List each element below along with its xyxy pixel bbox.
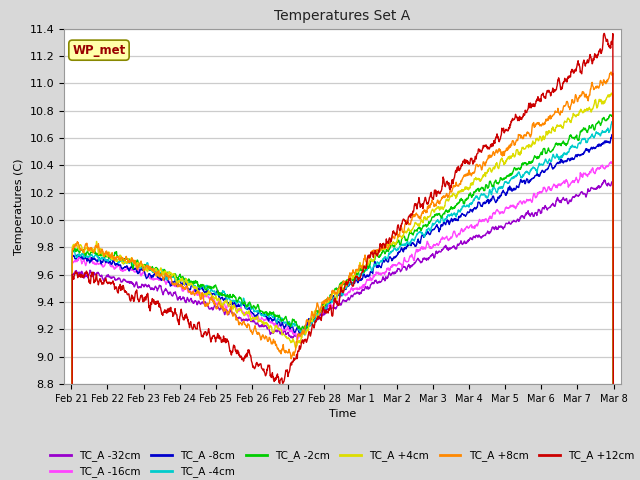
- TC_A +8cm: [376, 247, 384, 252]
- TC_A -4cm: [109, 255, 117, 261]
- TC_A +4cm: [376, 249, 384, 254]
- TC_A -4cm: [131, 259, 139, 264]
- TC_A -16cm: [109, 264, 117, 270]
- TC_A +8cm: [298, 330, 305, 336]
- TC_A -16cm: [308, 313, 316, 319]
- TC_A +12cm: [308, 321, 316, 327]
- TC_A -2cm: [376, 253, 384, 259]
- TC_A +8cm: [607, 69, 615, 75]
- TC_A +8cm: [109, 255, 117, 261]
- TC_A -2cm: [308, 318, 316, 324]
- TC_A +12cm: [131, 290, 139, 296]
- TC_A -8cm: [319, 303, 326, 309]
- TC_A -8cm: [376, 264, 384, 269]
- Legend: TC_A -32cm, TC_A -16cm, TC_A -8cm, TC_A -4cm, TC_A -2cm, TC_A +4cm, TC_A +8cm, T: TC_A -32cm, TC_A -16cm, TC_A -8cm, TC_A …: [46, 446, 639, 480]
- TC_A -16cm: [376, 270, 384, 276]
- TC_A +12cm: [298, 340, 305, 346]
- TC_A +4cm: [308, 316, 316, 322]
- TC_A -4cm: [376, 259, 384, 265]
- TC_A +4cm: [131, 262, 139, 267]
- X-axis label: Time: Time: [329, 409, 356, 419]
- TC_A -4cm: [308, 319, 316, 325]
- TC_A -4cm: [319, 306, 326, 312]
- TC_A -16cm: [319, 311, 326, 316]
- TC_A +4cm: [298, 334, 305, 340]
- TC_A +12cm: [376, 244, 384, 250]
- Line: TC_A -4cm: TC_A -4cm: [71, 121, 614, 480]
- Line: TC_A +8cm: TC_A +8cm: [71, 72, 614, 480]
- TC_A -32cm: [376, 280, 384, 286]
- TC_A +4cm: [109, 254, 117, 260]
- TC_A -2cm: [109, 254, 117, 260]
- Line: TC_A -2cm: TC_A -2cm: [71, 115, 614, 480]
- Line: TC_A +4cm: TC_A +4cm: [71, 93, 614, 480]
- Text: WP_met: WP_met: [72, 44, 125, 57]
- Y-axis label: Temperatures (C): Temperatures (C): [14, 158, 24, 255]
- TC_A +4cm: [607, 90, 615, 96]
- TC_A +12cm: [109, 278, 117, 284]
- Title: Temperatures Set A: Temperatures Set A: [275, 10, 410, 24]
- TC_A +12cm: [319, 309, 326, 314]
- TC_A -4cm: [609, 118, 617, 124]
- Line: TC_A -32cm: TC_A -32cm: [71, 180, 614, 480]
- TC_A -8cm: [308, 314, 316, 320]
- TC_A -16cm: [298, 329, 305, 335]
- TC_A -32cm: [601, 177, 609, 183]
- TC_A -16cm: [131, 269, 139, 275]
- TC_A -32cm: [298, 328, 305, 334]
- TC_A -2cm: [319, 303, 326, 309]
- Line: TC_A -8cm: TC_A -8cm: [71, 134, 614, 480]
- TC_A -8cm: [131, 265, 139, 271]
- TC_A +4cm: [319, 305, 326, 311]
- TC_A +8cm: [319, 300, 326, 305]
- TC_A -16cm: [607, 159, 615, 165]
- TC_A -8cm: [608, 132, 616, 137]
- TC_A +8cm: [131, 258, 139, 264]
- TC_A -8cm: [298, 327, 305, 333]
- Line: TC_A -16cm: TC_A -16cm: [71, 162, 614, 480]
- TC_A -4cm: [298, 330, 305, 336]
- TC_A -8cm: [109, 258, 117, 264]
- TC_A -2cm: [131, 259, 139, 264]
- TC_A -32cm: [131, 282, 139, 288]
- TC_A -32cm: [308, 318, 316, 324]
- TC_A -32cm: [109, 275, 117, 280]
- TC_A -2cm: [298, 326, 305, 332]
- TC_A -32cm: [319, 312, 326, 317]
- Line: TC_A +12cm: TC_A +12cm: [71, 33, 614, 480]
- TC_A -2cm: [607, 112, 614, 118]
- TC_A +12cm: [600, 30, 608, 36]
- TC_A +8cm: [308, 312, 316, 317]
